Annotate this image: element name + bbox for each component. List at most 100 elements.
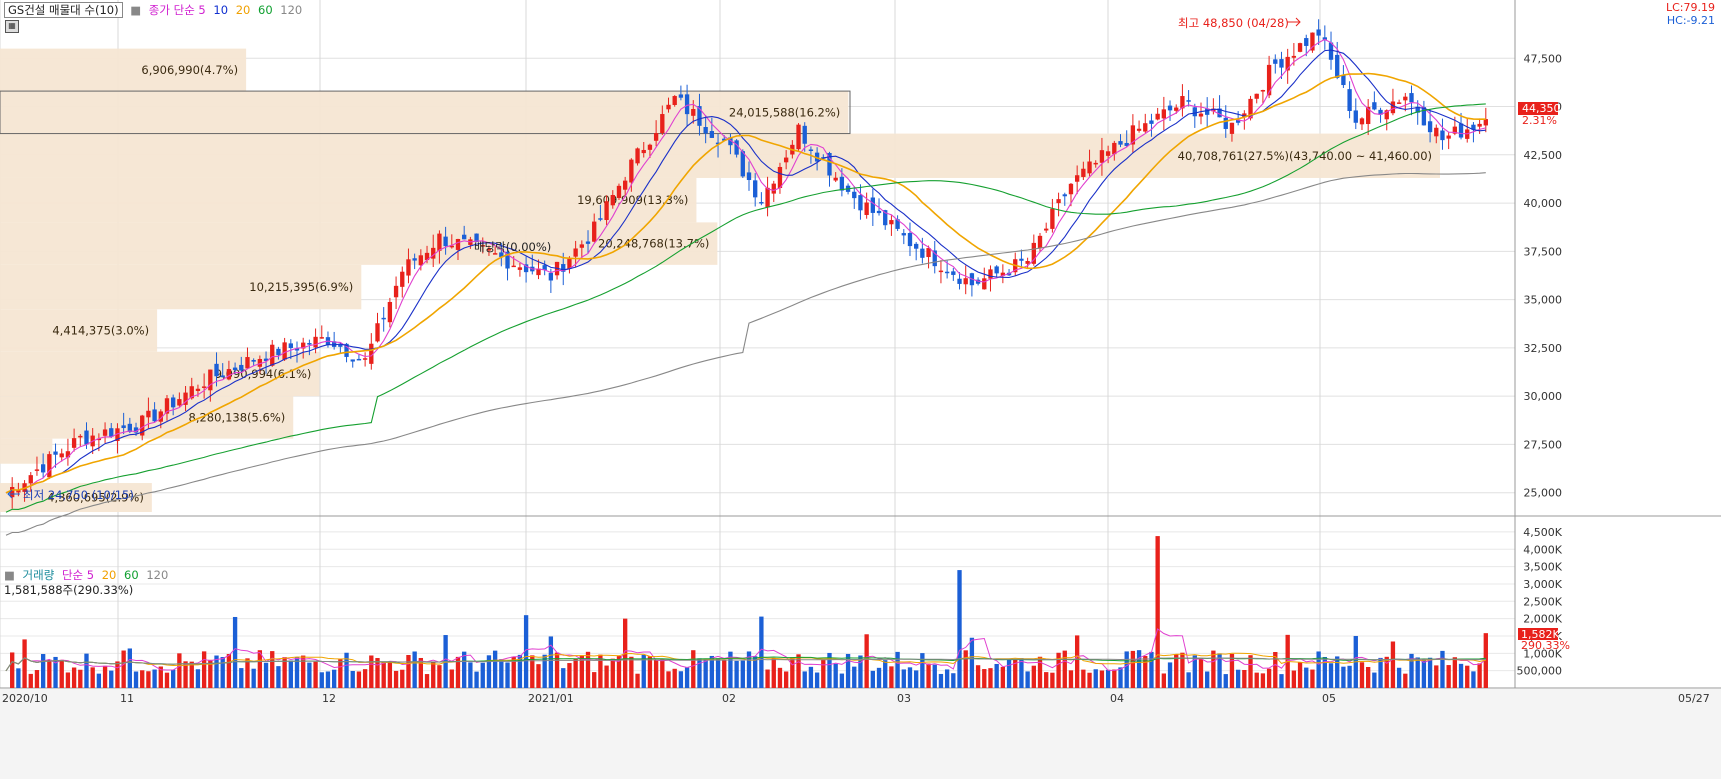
candle-body [889,220,894,225]
candle-body [1452,126,1458,134]
volume-bar [1025,671,1030,688]
low-annotation: 최저 24,750 (10/15) [23,488,134,502]
candle-body [715,142,721,145]
volume-bar [270,651,275,688]
candle-body [449,245,454,248]
volume-bar [1174,654,1179,688]
candle-body [158,411,163,422]
candle-body [691,109,696,116]
volume-bar [344,652,349,688]
hc-value: HC:-9.21 [1666,14,1715,27]
volume-bar [480,662,485,688]
candle-body [1130,125,1136,145]
volume-bar [437,665,442,688]
candle-body [171,397,176,408]
candle-body [486,248,492,251]
volume-bar [889,666,894,688]
volume-bar [226,653,232,688]
candle-body [455,238,461,250]
volume-bar [449,669,454,688]
candle-body [1254,93,1259,99]
volume-bar [548,636,554,688]
volume-bar [783,671,789,688]
candle-body [53,451,58,455]
volume-tick-label: 2,000K [1523,613,1562,626]
volume-bar [1093,669,1098,688]
ma20-line [5,72,1486,494]
volume-bar [579,655,584,688]
volume-bar [158,666,163,688]
volume-bar [1378,657,1383,688]
volume-bar [1304,667,1309,688]
volume-bar [319,672,324,688]
volume-bar [870,670,876,688]
volume-bar [152,669,157,688]
volume-bar [1037,656,1043,688]
volume-bar [1440,650,1445,688]
candle-body [808,149,814,151]
candle-body [629,159,634,183]
candle-body [424,252,430,261]
candle-body [660,114,665,134]
grid-table-icon[interactable]: ▦ [5,20,19,33]
volume-bar [1421,658,1427,688]
volume-bar [982,669,987,688]
candle-body [369,343,374,364]
volume-bar [895,651,900,688]
volume-bar [1136,650,1142,688]
volume-tick-label: 4,500K [1523,526,1562,539]
volume-bar [78,669,83,688]
volume-profile-label: 4,360,695(2.9%) [47,491,144,505]
candle-body [406,259,411,276]
candle-body [245,357,250,369]
volume-bar [424,674,430,688]
volume-bar [666,671,671,688]
volume-bar [1223,674,1228,688]
candle-body [1471,124,1476,130]
price-tick-label: 42,500 [1524,149,1563,162]
volume-bar [1458,663,1464,688]
candle-body [443,236,448,247]
candle-body [1390,101,1396,114]
candle-body [1396,102,1402,104]
volume-bar [177,653,182,688]
candle-body [536,268,541,276]
x-tick-label: 04 [1110,692,1124,705]
volume-bar [1000,666,1006,688]
candle-body [1124,142,1129,146]
volume-bar [431,662,436,688]
candle-body [65,451,71,458]
candle-body [1291,55,1297,58]
candle-body [127,423,133,432]
volume-bar [740,660,745,688]
volume-bar [362,669,368,688]
candle-body [901,233,906,236]
low-arrow-icon [7,489,20,499]
candle-body [876,210,882,214]
candle-body [616,185,622,198]
volume-bar [307,662,312,688]
volume-profile-label: 40,708,761(27.5%)(43,740.00 ~ 41,460.00) [1178,149,1432,163]
candle-body [839,176,845,191]
candle-body [437,233,442,251]
volume-tick-label: 3,000K [1523,578,1562,591]
candle-body [833,177,838,181]
candle-body [870,197,876,213]
candle-body [307,343,312,345]
volume-bar [629,656,634,688]
candle-body [1235,119,1241,123]
legend-ma10: 10 [213,3,229,17]
volume-profile-label: 19,609,909(13.3%) [577,193,688,207]
candle-body [957,278,962,284]
volume-bar [369,655,374,688]
candle-body [1155,113,1160,120]
volume-bar [22,639,27,688]
volume-bar [301,655,306,688]
candle-body [697,106,702,126]
volume-bar [814,672,820,688]
volume-bar [1365,666,1371,688]
candle-body [10,487,15,498]
volume-bar [251,668,256,688]
chart-title-box[interactable]: GS건설 매물대 수(10) [4,2,123,18]
